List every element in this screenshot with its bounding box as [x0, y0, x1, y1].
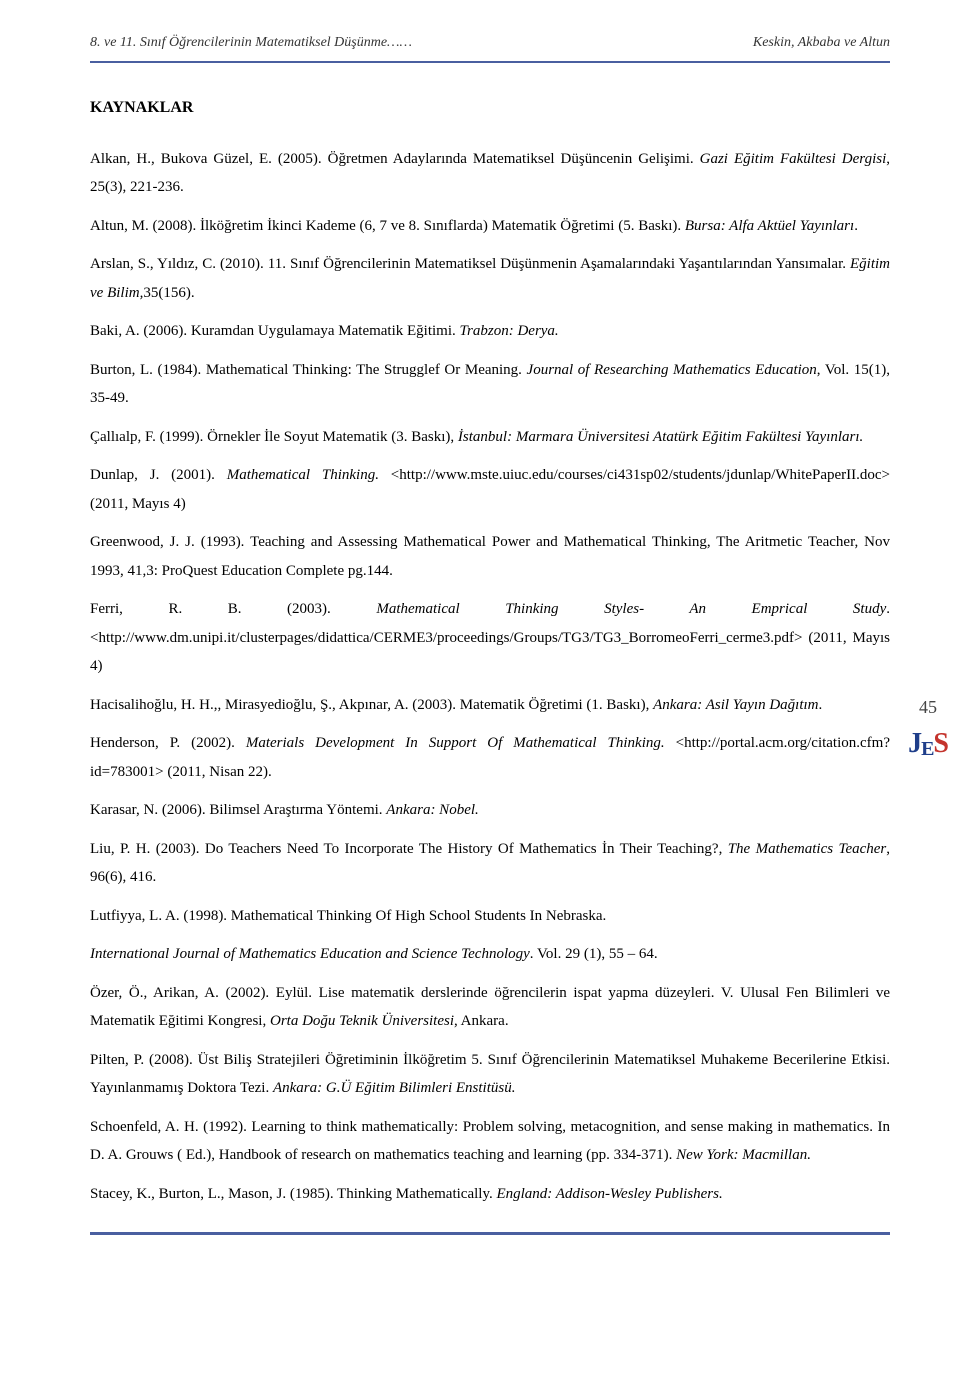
- reference-entry: Schoenfeld, A. H. (1992). Learning to th…: [90, 1113, 890, 1170]
- reference-entry: Çallıalp, F. (1999). Örnekler İle Soyut …: [90, 423, 890, 452]
- reference-entry: Stacey, K., Burton, L., Mason, J. (1985)…: [90, 1180, 890, 1209]
- reference-entry: Altun, M. (2008). İlköğretim İkinci Kade…: [90, 212, 890, 241]
- reference-entry: Henderson, P. (2002). Materials Developm…: [90, 729, 890, 786]
- jes-logo: JES: [908, 730, 948, 759]
- header-rule: [90, 61, 890, 63]
- logo-s: S: [933, 728, 948, 759]
- reference-entry: Greenwood, J. J. (1993). Teaching and As…: [90, 528, 890, 585]
- reference-entry: Arslan, S., Yıldız, C. (2010). 11. Sınıf…: [90, 250, 890, 307]
- page-side-marker: 45 JES: [908, 690, 948, 759]
- section-title: KAYNAKLAR: [90, 93, 890, 123]
- reference-entry: Burton, L. (1984). Mathematical Thinking…: [90, 356, 890, 413]
- reference-entry: Hacisalihoğlu, H. H.,, Mirasyedioğlu, Ş.…: [90, 691, 890, 720]
- page-number: 45: [908, 690, 948, 724]
- references-list: Alkan, H., Bukova Güzel, E. (2005). Öğre…: [90, 145, 890, 1209]
- header-right: Keskin, Akbaba ve Altun: [753, 30, 890, 57]
- header-left: 8. ve 11. Sınıf Öğrencilerinin Matematik…: [90, 30, 412, 57]
- reference-entry: Ferri, R. B. (2003). Mathematical Thinki…: [90, 595, 890, 681]
- footer-rule: [90, 1232, 890, 1235]
- logo-e: E: [921, 738, 933, 760]
- reference-entry: Özer, Ö., Arikan, A. (2002). Eylül. Lise…: [90, 979, 890, 1036]
- reference-entry: Alkan, H., Bukova Güzel, E. (2005). Öğre…: [90, 145, 890, 202]
- reference-entry: International Journal of Mathematics Edu…: [90, 940, 890, 969]
- running-header: 8. ve 11. Sınıf Öğrencilerinin Matematik…: [90, 30, 890, 57]
- reference-entry: Dunlap, J. (2001). Mathematical Thinking…: [90, 461, 890, 518]
- reference-entry: Pilten, P. (2008). Üst Biliş Stratejiler…: [90, 1046, 890, 1103]
- reference-entry: Liu, P. H. (2003). Do Teachers Need To I…: [90, 835, 890, 892]
- logo-j: J: [908, 728, 921, 759]
- reference-entry: Karasar, N. (2006). Bilimsel Araştırma Y…: [90, 796, 890, 825]
- reference-entry: Lutfiyya, L. A. (1998). Mathematical Thi…: [90, 902, 890, 931]
- reference-entry: Baki, A. (2006). Kuramdan Uygulamaya Mat…: [90, 317, 890, 346]
